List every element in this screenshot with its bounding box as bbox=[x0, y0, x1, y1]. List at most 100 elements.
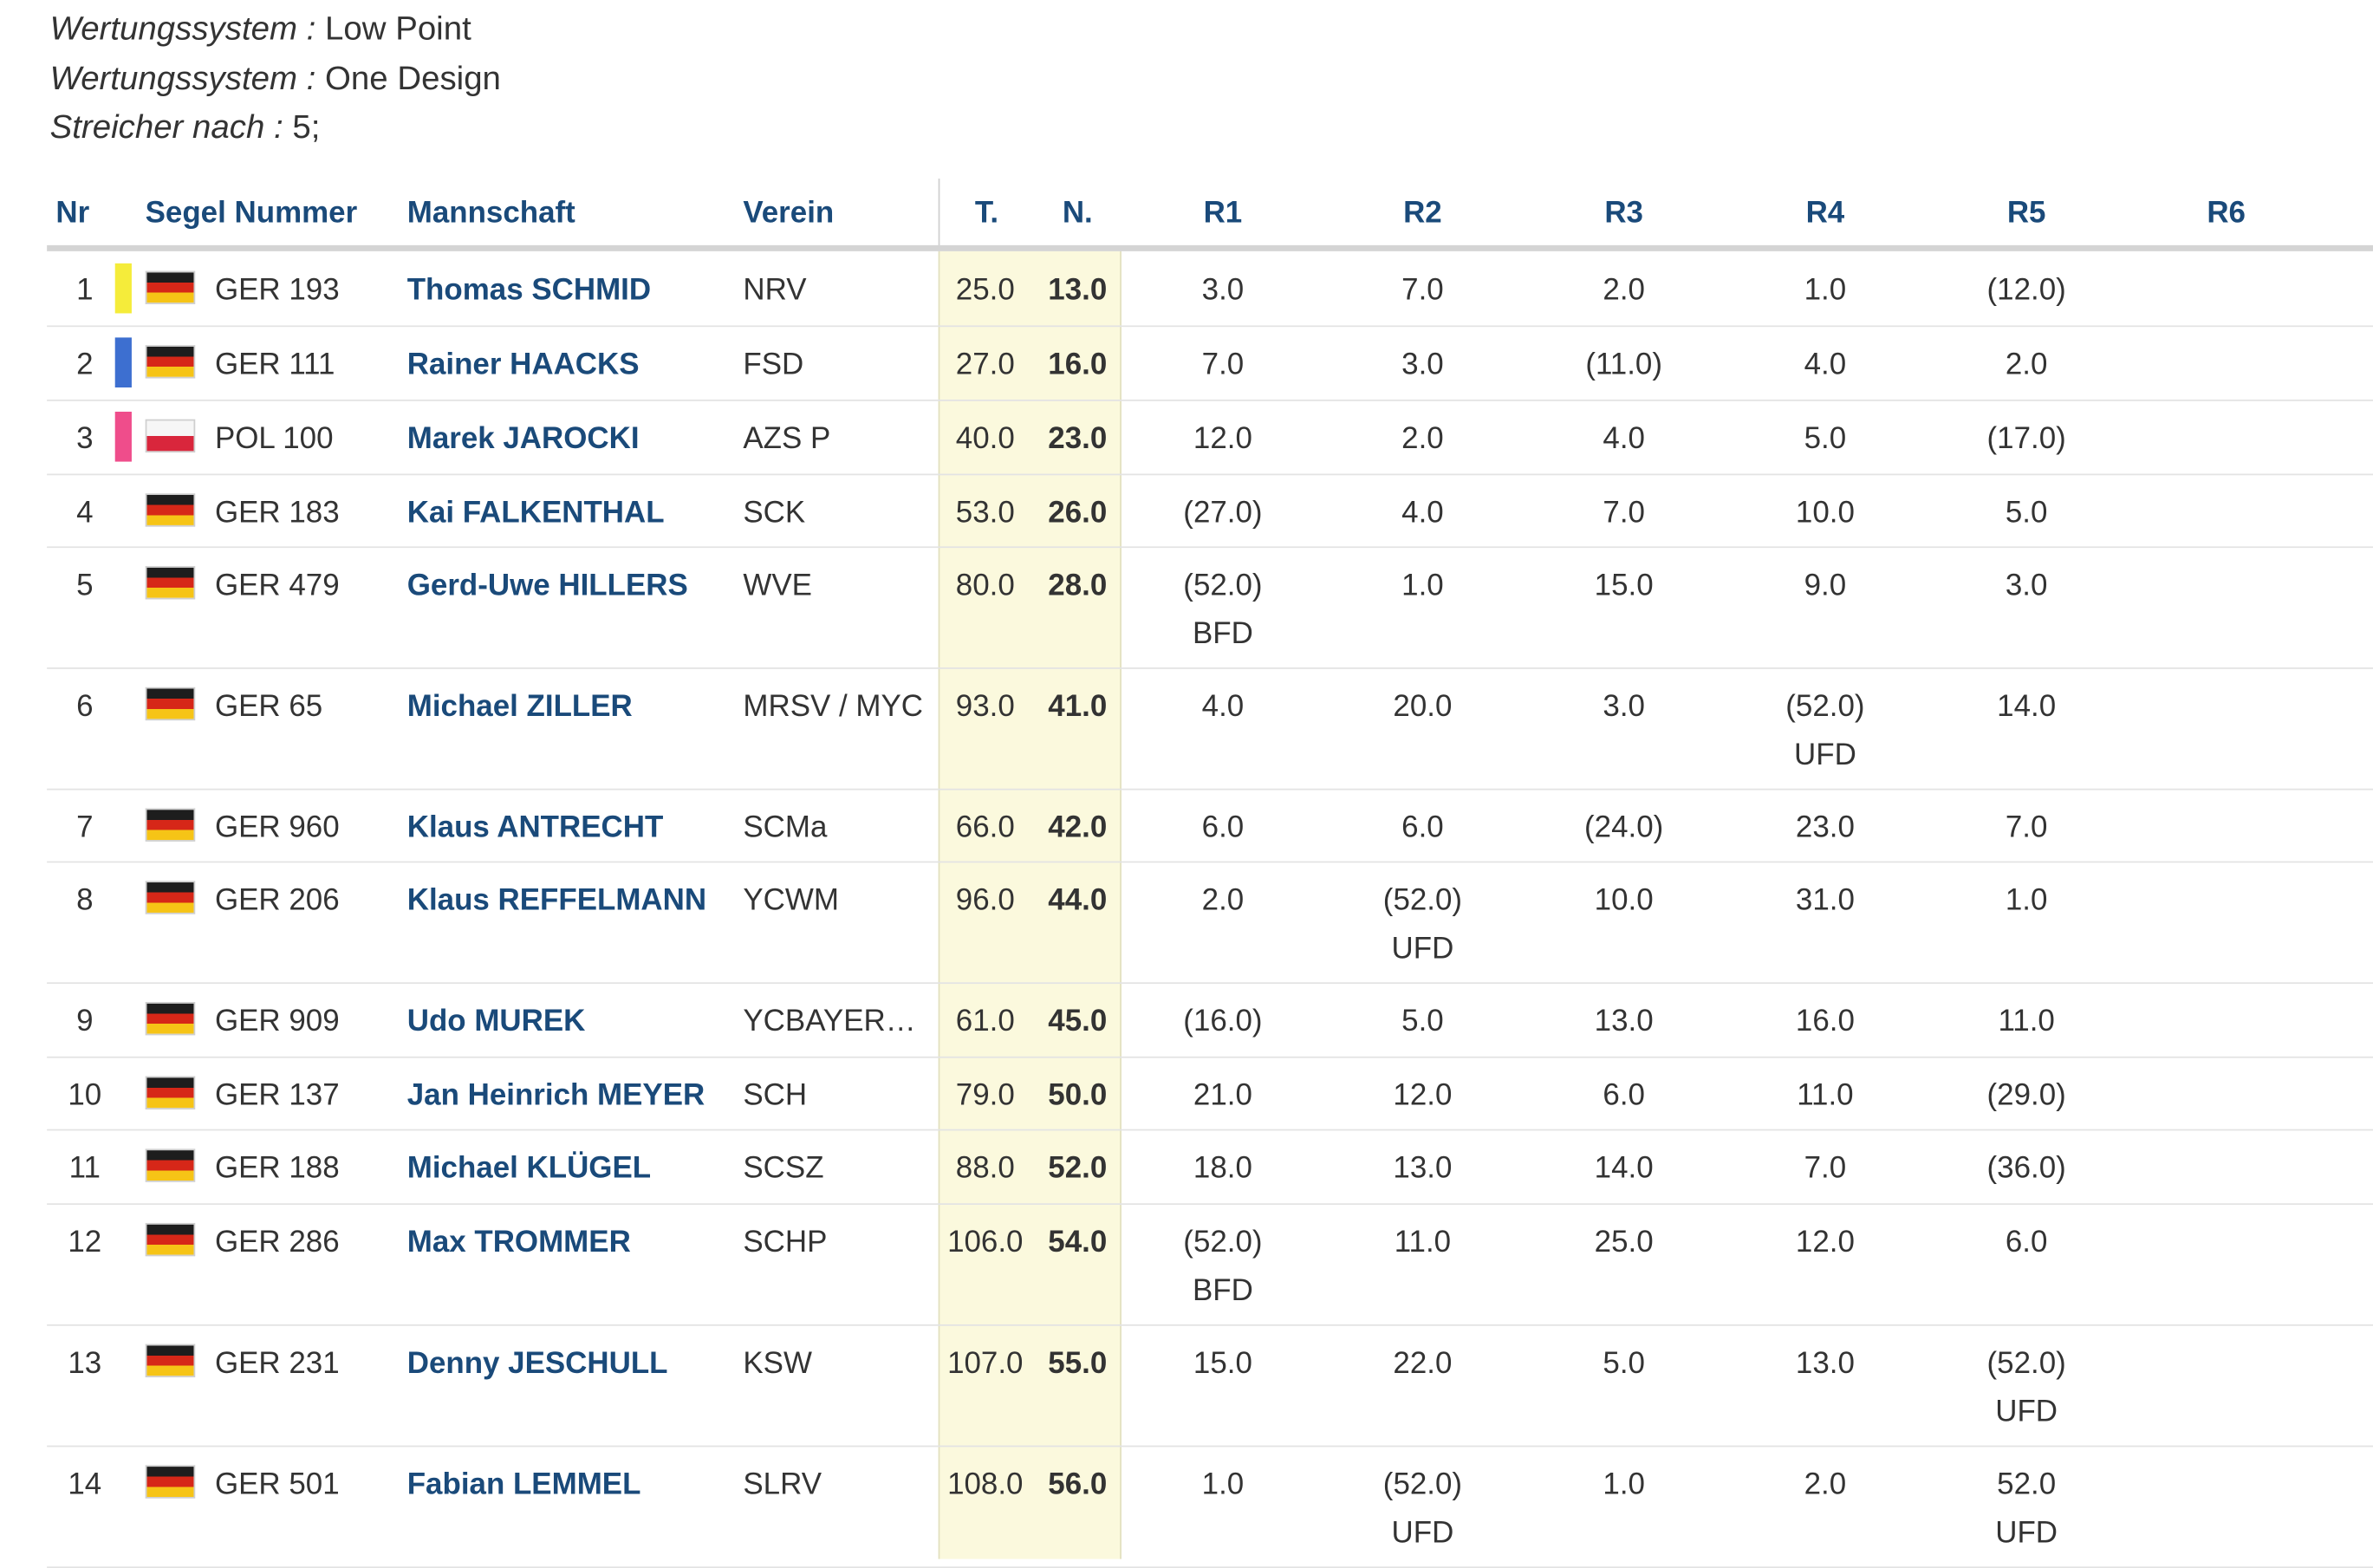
race-4-result: 7.0 bbox=[1742, 1144, 1908, 1193]
race-score: (27.0) bbox=[1183, 496, 1263, 530]
race-4-result: 9.0 bbox=[1742, 562, 1908, 610]
header-race-2[interactable]: R2 bbox=[1403, 197, 1442, 231]
race-3-result: (11.0) bbox=[1541, 341, 1707, 389]
net-points: 45.0 bbox=[1048, 1005, 1108, 1038]
header-race-3[interactable]: R3 bbox=[1604, 197, 1643, 231]
podium-marker-gold bbox=[114, 263, 132, 314]
crew-name-link[interactable]: Udo MUREK bbox=[406, 1005, 586, 1038]
total-points: 93.0 bbox=[955, 690, 1015, 724]
net-points: 42.0 bbox=[1048, 810, 1108, 845]
crew-name-link[interactable]: Michael KLÜGEL bbox=[406, 1151, 652, 1186]
net-points: 13.0 bbox=[1048, 274, 1108, 308]
table-row[interactable]: 12 GER 286 Max TROMMER SCHP 106.0 54.0 (52.0) B… bbox=[47, 1203, 2373, 1326]
crew-name-link[interactable]: Klaus ANTRECHT bbox=[406, 810, 664, 845]
table-row[interactable]: 11 GER 188 Michael KLÜGEL SCSZ 88.0 52.0 18.0 1… bbox=[47, 1129, 2373, 1205]
race-score: 13.0 bbox=[1393, 1151, 1453, 1186]
race-score: 12.0 bbox=[1393, 1079, 1453, 1113]
race-3-result: 1.0 bbox=[1541, 1461, 1707, 1509]
rank-number: 11 bbox=[68, 1151, 101, 1186]
crew-name-link[interactable]: Marek JAROCKI bbox=[406, 422, 640, 456]
net-points: 54.0 bbox=[1048, 1226, 1108, 1259]
rank-number: 13 bbox=[68, 1347, 102, 1381]
table-row[interactable]: 14 GER 501 Fabian LEMMEL SLRV 108.0 56.0 1.0 (5… bbox=[47, 1446, 2373, 1568]
race-score: 5.0 bbox=[1401, 1005, 1444, 1038]
race-score: 3.0 bbox=[1401, 348, 1444, 382]
header-race-4[interactable]: R4 bbox=[1805, 197, 1845, 231]
table-row[interactable]: 7 GER 960 Klaus ANTRECHT SCMa 66.0 42.0 6.0 6.0… bbox=[47, 789, 2373, 863]
race-1-result: (16.0) bbox=[1140, 998, 1306, 1046]
header-club[interactable]: Verein bbox=[743, 197, 835, 231]
crew-name-link[interactable]: Denny JESCHULL bbox=[406, 1347, 668, 1381]
header-sail-number[interactable]: Segel Nummer bbox=[145, 197, 358, 231]
race-score: 1.0 bbox=[1603, 1467, 1645, 1502]
rank-number: 2 bbox=[76, 348, 94, 382]
race-4-result: 31.0 bbox=[1742, 876, 1908, 925]
race-5-result: (52.0) UFD bbox=[1943, 1339, 2110, 1436]
sail-number: GER 231 bbox=[214, 1347, 340, 1381]
penalty-code: BFD bbox=[1193, 1274, 1253, 1308]
race-score: 4.0 bbox=[1401, 496, 1444, 530]
race-score: 4.0 bbox=[1804, 348, 1847, 382]
crew-name-link[interactable]: Kai FALKENTHAL bbox=[406, 496, 665, 530]
race-score: (52.0) bbox=[1183, 569, 1263, 602]
race-1-result: 18.0 bbox=[1140, 1144, 1306, 1193]
rank-number: 6 bbox=[76, 690, 94, 724]
club-name: KSW bbox=[743, 1347, 812, 1381]
net-points: 16.0 bbox=[1048, 348, 1108, 382]
crew-name-link[interactable]: Max TROMMER bbox=[406, 1226, 631, 1259]
table-row[interactable]: 8 GER 206 Klaus REFFELMANN YCWM 96.0 44.0 2.0 (… bbox=[47, 862, 2373, 985]
race-score: (12.0) bbox=[1986, 274, 2066, 308]
meta-key: Wertungssystem : bbox=[49, 9, 316, 48]
race-2-result: 22.0 bbox=[1339, 1339, 1505, 1388]
rank-number: 10 bbox=[68, 1079, 102, 1113]
header-nr[interactable]: Nr bbox=[55, 197, 90, 231]
race-3-result: 14.0 bbox=[1541, 1144, 1707, 1193]
crew-name-link[interactable]: Klaus REFFELMANN bbox=[406, 883, 707, 918]
header-race-6[interactable]: R6 bbox=[2207, 197, 2246, 231]
crew-name-link[interactable]: Jan Heinrich MEYER bbox=[406, 1079, 705, 1113]
race-4-result: 12.0 bbox=[1742, 1219, 1908, 1267]
highlighted-totals-column bbox=[938, 250, 1121, 1559]
race-3-result: 6.0 bbox=[1541, 1071, 1707, 1120]
header-race-5[interactable]: R5 bbox=[2006, 197, 2046, 231]
total-points: 61.0 bbox=[955, 1005, 1015, 1038]
race-score: 4.0 bbox=[1201, 690, 1245, 724]
crew-name-link[interactable]: Michael ZILLER bbox=[406, 690, 633, 724]
race-score: 1.0 bbox=[2005, 883, 2048, 918]
header-net[interactable]: N. bbox=[1062, 197, 1093, 231]
table-row[interactable]: 10 GER 137 Jan Heinrich MEYER SCH 79.0 50.0 21… bbox=[47, 1057, 2373, 1131]
germany-flag-icon bbox=[145, 1222, 196, 1257]
scoring-system-line: Wertungssystem : Low Point bbox=[50, 8, 471, 50]
table-row[interactable]: 13 GER 231 Denny JESCHULL KSW 107.0 55.0 15.0 2… bbox=[47, 1324, 2373, 1448]
header-crew[interactable]: Mannschaft bbox=[406, 197, 575, 231]
rank-number: 3 bbox=[76, 422, 94, 456]
total-points: 66.0 bbox=[955, 810, 1015, 845]
race-4-result: 13.0 bbox=[1742, 1339, 1908, 1388]
rank-number: 7 bbox=[76, 810, 94, 845]
header-race-1[interactable]: R1 bbox=[1203, 197, 1243, 231]
table-row[interactable]: 6 GER 65 Michael ZILLER MRSV / MYC 93.0 41.0 4… bbox=[47, 667, 2373, 791]
table-row[interactable]: 3 POL 100 Marek JAROCKI AZS P 40.0 23.0 12.0 2.… bbox=[47, 400, 2373, 476]
sail-number: GER 479 bbox=[214, 569, 340, 602]
race-1-result: (27.0) bbox=[1140, 489, 1306, 537]
germany-flag-icon bbox=[145, 270, 196, 304]
rank-number: 14 bbox=[68, 1467, 102, 1502]
crew-name-link[interactable]: Thomas SCHMID bbox=[406, 274, 652, 308]
club-name: SCK bbox=[743, 496, 806, 530]
header-separator bbox=[938, 179, 940, 249]
race-1-result: 7.0 bbox=[1140, 341, 1306, 389]
table-row[interactable]: 4 GER 183 Kai FALKENTHAL SCK 53.0 26.0 (27.0) 4… bbox=[47, 474, 2373, 549]
race-score: 18.0 bbox=[1193, 1151, 1252, 1186]
header-total[interactable]: T. bbox=[974, 197, 999, 231]
table-row[interactable]: 1 GER 193 Thomas SCHMID NRV 25.0 13.0 3.0 7.0 2.… bbox=[47, 251, 2373, 328]
crew-name-link[interactable]: Rainer HAACKS bbox=[406, 348, 640, 382]
table-row[interactable]: 2 GER 111 Rainer HAACKS FSD 27.0 16.0 7.0 3.0 (1… bbox=[47, 325, 2373, 401]
crew-name-link[interactable]: Gerd-Uwe HILLERS bbox=[406, 569, 688, 602]
table-row[interactable]: 5 GER 479 Gerd-Uwe HILLERS WVE 80.0 28.0 (52.0… bbox=[47, 546, 2373, 669]
race-score: 2.0 bbox=[1201, 883, 1245, 918]
crew-name-link[interactable]: Fabian LEMMEL bbox=[406, 1467, 641, 1502]
table-row[interactable]: 9 GER 909 Udo MUREK YCBAYERLAND 61.0 45.0 (16.… bbox=[47, 982, 2373, 1058]
race-score: (11.0) bbox=[1585, 348, 1662, 382]
race-4-result: 16.0 bbox=[1742, 998, 1908, 1046]
